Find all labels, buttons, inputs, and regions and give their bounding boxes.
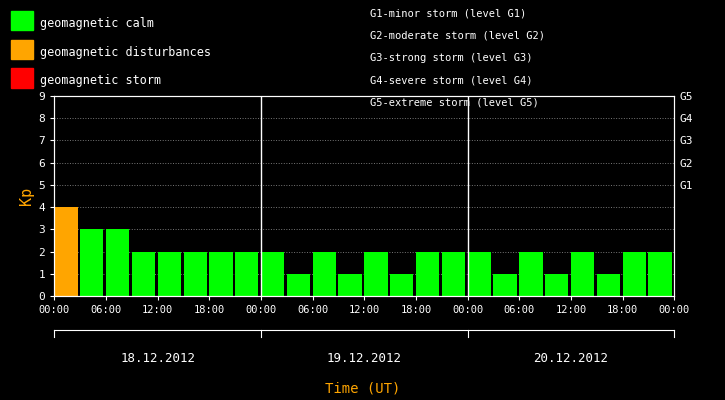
Text: geomagnetic storm: geomagnetic storm bbox=[40, 74, 161, 88]
Bar bbox=[571, 252, 594, 296]
Text: G1-minor storm (level G1): G1-minor storm (level G1) bbox=[370, 8, 526, 18]
Bar bbox=[210, 252, 233, 296]
Bar bbox=[287, 274, 310, 296]
Bar bbox=[519, 252, 542, 296]
Text: 18.12.2012: 18.12.2012 bbox=[120, 352, 195, 365]
Bar bbox=[597, 274, 620, 296]
Bar bbox=[106, 229, 129, 296]
Bar bbox=[468, 252, 491, 296]
Bar bbox=[261, 252, 284, 296]
Text: G2-moderate storm (level G2): G2-moderate storm (level G2) bbox=[370, 30, 544, 40]
Y-axis label: Kp: Kp bbox=[20, 187, 34, 205]
Text: 20.12.2012: 20.12.2012 bbox=[534, 352, 608, 365]
Bar bbox=[54, 207, 78, 296]
Bar bbox=[390, 274, 413, 296]
Bar bbox=[312, 252, 336, 296]
Bar bbox=[623, 252, 646, 296]
Bar bbox=[235, 252, 258, 296]
Bar bbox=[545, 274, 568, 296]
Bar bbox=[339, 274, 362, 296]
Bar bbox=[442, 252, 465, 296]
Text: Time (UT): Time (UT) bbox=[325, 382, 400, 396]
Text: 19.12.2012: 19.12.2012 bbox=[327, 352, 402, 365]
Text: G5-extreme storm (level G5): G5-extreme storm (level G5) bbox=[370, 98, 539, 108]
Text: geomagnetic disturbances: geomagnetic disturbances bbox=[40, 46, 211, 59]
Bar bbox=[416, 252, 439, 296]
Bar bbox=[364, 252, 388, 296]
Bar bbox=[494, 274, 517, 296]
Bar bbox=[648, 252, 671, 296]
Bar bbox=[183, 252, 207, 296]
Text: G3-strong storm (level G3): G3-strong storm (level G3) bbox=[370, 53, 532, 63]
Text: G4-severe storm (level G4): G4-severe storm (level G4) bbox=[370, 75, 532, 85]
Bar bbox=[157, 252, 181, 296]
Bar bbox=[80, 229, 104, 296]
Text: geomagnetic calm: geomagnetic calm bbox=[40, 17, 154, 30]
Bar bbox=[132, 252, 155, 296]
